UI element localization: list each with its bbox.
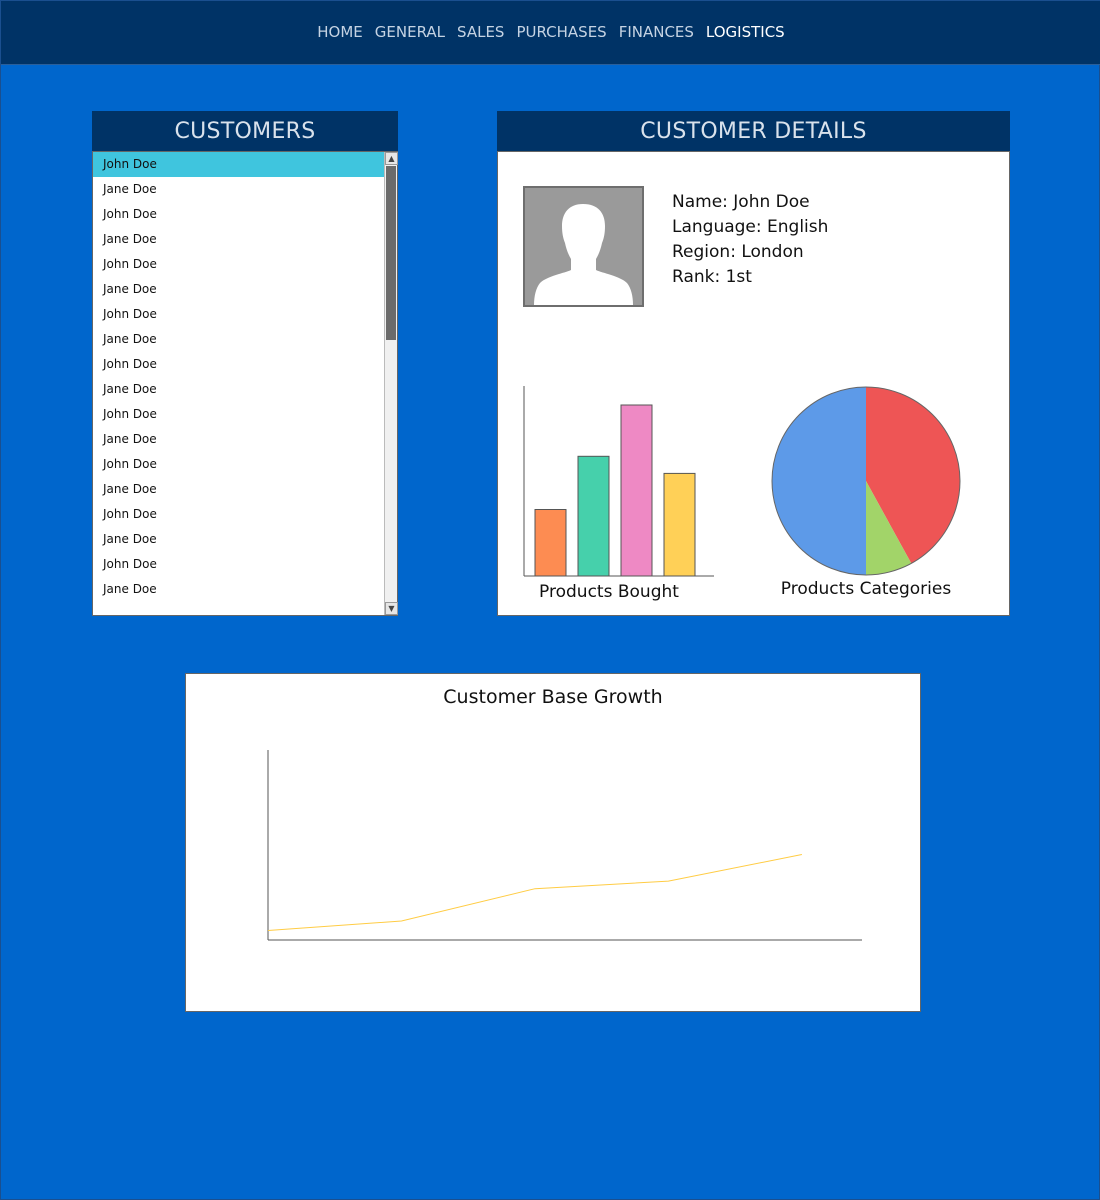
customer-list-item[interactable]: John Doe [103,457,157,471]
customer-list-item[interactable]: John Doe [93,152,384,177]
customer-list-item[interactable]: Jane Doe [103,332,157,346]
products-categories-pie-chart [771,386,961,576]
nav-item-general[interactable]: GENERAL [374,23,446,41]
customer-list-item[interactable]: John Doe [103,407,157,421]
products-categories-caption: Products Categories [780,579,952,599]
scroll-down-arrow-icon[interactable]: ▼ [385,602,398,615]
customer-region: Region: London [672,242,804,262]
top-navigation-bar: HOME GENERAL SALES PURCHASES FINANCES LO… [1,1,1100,65]
scroll-up-arrow-icon[interactable]: ▲ [385,152,398,165]
nav-item-home[interactable]: HOME [317,23,363,41]
nav-item-finances[interactable]: FINANCES [618,23,694,41]
products-bought-caption: Products Bought [539,582,679,602]
nav-item-logistics[interactable]: LOGISTICS [705,23,785,41]
pie-slice-0 [866,387,960,564]
customer-list-item[interactable]: Jane Doe [103,232,157,246]
customer-list-item[interactable]: Jane Doe [103,582,157,596]
growth-line-series [267,854,802,931]
bar-3 [663,472,696,577]
products-bought-bar-chart [523,386,714,577]
customer-list-item[interactable]: Jane Doe [103,432,157,446]
customer-list-item[interactable]: John Doe [103,357,157,371]
pie-slice-2 [772,387,866,575]
avatar [523,186,644,307]
customer-list-item[interactable]: John Doe [103,557,157,571]
customer-list-item[interactable]: John Doe [103,207,157,221]
pie-slice-1 [866,481,912,575]
customer-base-growth-line-chart [267,750,862,941]
customer-name: Name: John Doe [672,192,810,212]
user-silhouette-icon [534,204,633,305]
nav-menu: HOME GENERAL SALES PURCHASES FINANCES LO… [1,22,1100,42]
customers-list[interactable]: John Doe Jane Doe John Doe Jane Doe John Doe… [92,151,398,616]
customer-list-item[interactable]: Jane Doe [103,282,157,296]
customers-list-scrollbar[interactable]: ▲ ▼ [384,152,398,615]
nav-item-sales[interactable]: SALES [457,23,505,41]
customer-list-item[interactable]: John Doe [103,307,157,321]
customer-list-item[interactable]: Jane Doe [103,182,157,196]
customer-details-panel: Name: John Doe Language: English Region:… [497,151,1010,616]
customer-list-item[interactable]: John Doe [103,507,157,521]
customer-info: Name: John Doe Language: English Region:… [672,190,828,290]
customer-list-item[interactable]: Jane Doe [103,482,157,496]
bar-1 [577,455,610,577]
customer-base-growth-title: Customer Base Growth [443,686,663,708]
customer-details-panel-title: CUSTOMER DETAILS [497,111,1010,153]
scrollbar-thumb[interactable] [386,166,396,340]
customers-panel-title: CUSTOMERS [92,111,398,153]
customer-base-growth-panel: Customer Base Growth [185,673,921,1012]
customers-list-items: John Doe Jane Doe John Doe Jane Doe John Doe… [93,152,384,615]
bar-0 [534,509,567,577]
customer-list-item[interactable]: Jane Doe [103,382,157,396]
pie-outline [771,386,961,576]
bar-2 [620,404,653,577]
customer-language: Language: English [672,217,829,237]
nav-item-purchases[interactable]: PURCHASES [516,23,607,41]
customer-list-item[interactable]: John Doe [103,257,157,271]
customer-rank: Rank: 1st [672,267,752,287]
customer-list-item[interactable]: Jane Doe [103,532,157,546]
